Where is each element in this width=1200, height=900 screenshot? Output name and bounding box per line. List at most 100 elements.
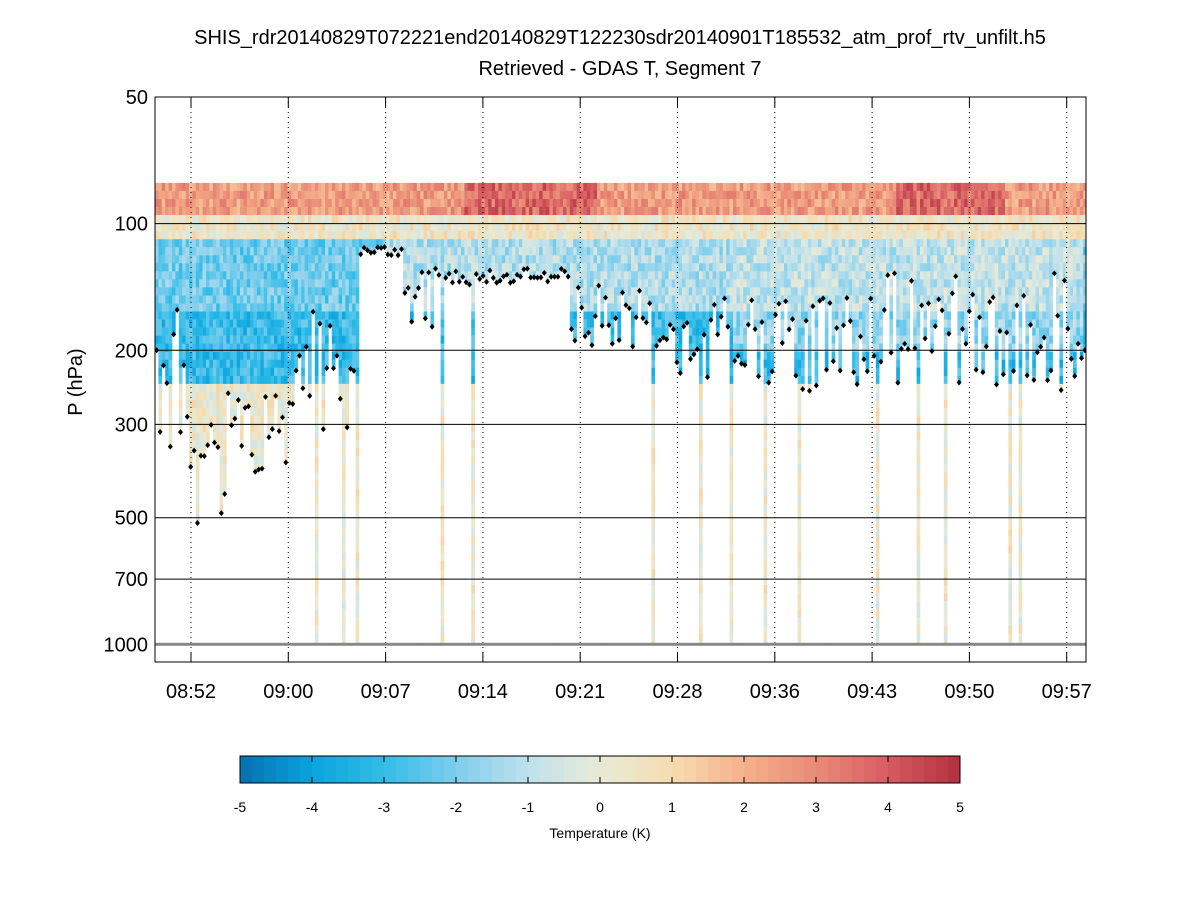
heat-cell	[199, 263, 203, 272]
heat-cell	[325, 343, 329, 352]
heat-cell	[702, 319, 707, 328]
heat-cell	[291, 287, 295, 296]
heat-cell	[423, 311, 428, 319]
heat-cell	[491, 263, 496, 272]
heat-cell	[763, 424, 768, 433]
heat-cell	[729, 440, 734, 449]
heat-cell	[253, 247, 258, 256]
heat-cell	[195, 351, 200, 361]
heat-cell	[739, 319, 744, 328]
heat-cell	[243, 295, 248, 304]
heat-cell	[644, 271, 649, 280]
heat-cell	[903, 190, 907, 200]
heat-cell	[631, 207, 635, 216]
heat-cell	[294, 255, 299, 264]
heat-cell	[284, 327, 288, 336]
heat-cell	[161, 231, 166, 240]
heat-cell	[352, 359, 356, 369]
heat-cell	[807, 327, 812, 336]
heat-cell	[767, 247, 771, 256]
heat-cell	[624, 182, 628, 192]
heat-cell	[508, 255, 513, 264]
heat-cell	[913, 319, 917, 328]
heat-cell	[274, 263, 278, 272]
heat-cell	[879, 231, 883, 240]
heat-cell	[916, 303, 921, 312]
heat-cell	[342, 496, 346, 505]
heat-cell	[671, 263, 676, 272]
heat-cell	[875, 231, 880, 240]
heat-cell	[287, 215, 292, 224]
heat-cell	[790, 263, 795, 272]
heat-cell	[821, 247, 826, 256]
heat-cell	[495, 247, 499, 256]
heat-cell	[440, 440, 445, 449]
heat-cell	[335, 223, 339, 232]
heat-cell	[416, 207, 421, 216]
heat-cell	[875, 456, 880, 465]
heat-cell	[178, 416, 183, 425]
heat-cell	[270, 311, 275, 320]
heat-cell	[804, 303, 809, 312]
heat-cell	[318, 279, 322, 288]
heat-cell	[219, 424, 224, 433]
heat-cell	[916, 448, 921, 457]
heat-cell	[505, 263, 509, 272]
heat-cell	[739, 215, 744, 224]
heat-cell	[573, 311, 577, 320]
heat-cell	[321, 383, 326, 393]
heat-cell	[304, 279, 309, 288]
heat-cell	[331, 303, 336, 312]
heat-cell	[410, 239, 414, 248]
heat-cell	[678, 351, 683, 361]
heat-cell	[461, 199, 465, 208]
heat-cell	[787, 255, 792, 264]
heat-cell	[770, 327, 775, 336]
heat-cell	[699, 416, 703, 425]
heat-cell	[872, 199, 877, 208]
heat-cell	[376, 239, 380, 248]
heat-cell	[875, 359, 880, 369]
heat-cell	[651, 416, 656, 425]
heat-cell	[743, 303, 747, 312]
heat-cell	[342, 633, 346, 642]
heat-cell	[651, 512, 656, 521]
heat-cell	[770, 207, 775, 216]
heat-cell	[165, 375, 169, 384]
heat-cell	[491, 247, 496, 256]
heat-cell	[328, 190, 333, 200]
heat-cell	[926, 239, 931, 248]
heat-cell	[678, 335, 683, 344]
heat-cell	[284, 303, 288, 312]
heat-cell	[818, 207, 822, 216]
heat-cell	[841, 311, 846, 320]
heat-cell	[756, 207, 761, 216]
heat-cell	[780, 239, 785, 248]
heat-cell	[355, 351, 360, 361]
heat-cell	[801, 367, 805, 377]
heat-cell	[590, 247, 594, 256]
heat-cell	[797, 536, 802, 545]
heat-cell	[794, 239, 798, 248]
heat-cell	[158, 359, 163, 369]
heat-cell	[913, 263, 917, 272]
heat-cell	[739, 239, 744, 248]
heat-cell	[750, 190, 754, 200]
heat-cell	[804, 199, 809, 208]
heat-cell	[763, 552, 768, 562]
heat-cell	[355, 247, 360, 256]
heat-cell	[440, 311, 445, 320]
heat-cell	[852, 311, 856, 320]
heat-cell	[651, 375, 656, 385]
heat-cell	[229, 327, 234, 336]
heat-cell	[226, 271, 231, 280]
heat-cell	[338, 239, 343, 248]
heat-cell	[586, 215, 591, 224]
heat-cell	[906, 271, 911, 280]
heat-cell	[229, 263, 234, 272]
heat-cell	[658, 271, 662, 280]
heat-cell	[471, 520, 475, 529]
heat-cell	[433, 190, 438, 200]
heat-cell	[580, 279, 584, 288]
heat-cell	[369, 182, 373, 192]
